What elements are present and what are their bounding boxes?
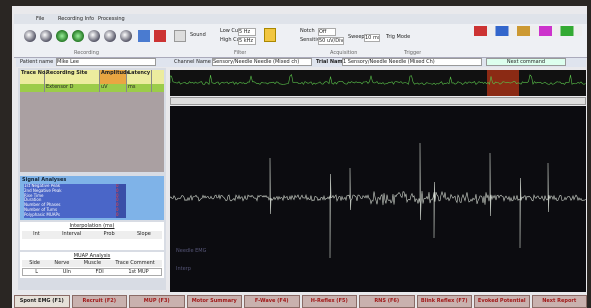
menu-item[interactable]: Recording Info <box>58 16 94 22</box>
label: Trig Mode <box>386 34 410 40</box>
label: Sound <box>190 32 206 38</box>
header-row: Patient name Mike Lee Channel Name Senso… <box>16 58 586 67</box>
tool-button[interactable] <box>56 30 68 42</box>
section-title: Signal Analyses <box>22 177 66 183</box>
column-row: Side Nerve Muscle Trace Comment <box>22 260 162 267</box>
muap-panel: MUAP Analysis Side Nerve Muscle Trace Comme… <box>20 252 164 278</box>
column-header: Slope <box>137 231 151 239</box>
left-panel: Trace No. Recording Site Amplitude Laten… <box>18 68 166 290</box>
trace-label: Interp <box>176 266 191 272</box>
table-header: Trace No. Recording Site Amplitude Laten… <box>20 70 164 84</box>
tab[interactable]: Evoked Potential <box>474 295 530 308</box>
button[interactable]: Next command <box>486 58 566 66</box>
cell <box>20 84 45 92</box>
cell: L <box>35 269 38 275</box>
label: Channel Name <box>174 59 211 65</box>
section-title: MUAP Analysis <box>20 253 164 259</box>
column-header: Amplitude <box>100 70 127 84</box>
column-header: Interval <box>62 231 81 239</box>
dropdown[interactable]: Off <box>318 28 336 36</box>
column-header: Nerve <box>54 260 69 267</box>
column-header: Int <box>33 231 40 239</box>
column-header: Prob <box>104 231 115 239</box>
analysis-value: 0 <box>116 213 126 218</box>
app-icons[interactable] <box>474 26 582 36</box>
menu-item[interactable]: Processing <box>98 16 125 22</box>
trace-view: Needle EMG Interp <box>170 106 586 292</box>
interpolation-panel: Interpolation (ms) Int Interval Prob Slope <box>20 222 164 250</box>
tab-bar: Spont EMG (F1)Recruit (F2)MUP (F3)Motor … <box>14 295 587 308</box>
section-title: Interpolation (ms) <box>20 223 164 229</box>
tool-icon[interactable] <box>174 30 186 42</box>
column-header: Muscle <box>84 260 101 267</box>
label: Sweep <box>348 34 365 40</box>
tab[interactable]: Spont EMG (F1) <box>14 295 70 308</box>
overview-trace-svg <box>170 70 586 96</box>
tab[interactable]: F-Wave (F4) <box>244 295 300 308</box>
group-label: Recording <box>74 50 99 56</box>
input[interactable]: Mike Lee <box>56 58 156 66</box>
dropdown[interactable]: 10 ms <box>364 34 380 42</box>
cell: ms <box>127 84 152 92</box>
column-row: Int Interval Prob Slope <box>22 231 162 239</box>
column-header: Trace Comment <box>115 260 154 267</box>
table-body <box>20 92 164 172</box>
overview-strip <box>170 70 586 96</box>
tool-icon[interactable] <box>154 30 166 42</box>
tab[interactable]: H-Reflex (F5) <box>302 295 358 308</box>
label: Notch <box>300 28 315 34</box>
tab[interactable]: Blink Reflex (F7) <box>417 295 473 308</box>
tool-button[interactable] <box>104 30 116 42</box>
cell: uV <box>100 84 127 92</box>
dropdown[interactable]: 50 uV/Div <box>318 37 344 45</box>
label: Patient name <box>20 59 53 65</box>
tool-icon[interactable] <box>264 28 276 42</box>
table-row[interactable]: Extensor D uV ms <box>20 84 164 92</box>
tool-button[interactable] <box>120 30 132 42</box>
menu-item[interactable]: File <box>36 16 44 22</box>
scrollbar[interactable] <box>170 97 586 105</box>
tab[interactable]: Motor Summary <box>187 295 243 308</box>
column-header: Trace No. <box>20 70 45 84</box>
dropdown[interactable]: 5 kHz <box>238 37 256 45</box>
screen: {"menu":["File","Recording Info","Proces… <box>0 0 591 308</box>
group-label: Filter <box>234 50 246 56</box>
dropdown[interactable]: 5 Hz <box>238 28 256 36</box>
overview-trace <box>170 75 586 85</box>
data-row[interactable]: L Uln FDI 1st MUP <box>22 268 162 276</box>
tab[interactable]: Recruit (F2) <box>72 295 128 308</box>
cell: FDI <box>96 269 104 275</box>
menu-bar: File Recording Info Processing <box>14 14 587 24</box>
input[interactable]: 1 Sensory/Needle Needle (Mixed Ch) <box>342 58 482 66</box>
cell: Extensor D <box>45 84 100 92</box>
column-header: Latency <box>127 70 152 84</box>
column-header: Recording Site <box>45 70 100 84</box>
emg-trace <box>170 143 586 258</box>
group-label: Acquisition <box>330 50 357 56</box>
tool-button[interactable] <box>88 30 100 42</box>
cell: 1st MUP <box>128 269 148 275</box>
trace-svg <box>170 106 586 292</box>
cell: Uln <box>63 269 71 275</box>
tool-button[interactable] <box>40 30 52 42</box>
analysis-item: Polyphasic MUAPs <box>24 213 116 218</box>
tool-icon[interactable] <box>138 30 150 42</box>
input[interactable]: Sensory/Needle Needle (Mixed ch) <box>212 58 312 66</box>
tab[interactable]: MUP (F3) <box>129 295 185 308</box>
tool-button[interactable] <box>24 30 36 42</box>
trace-label: Needle EMG <box>176 248 206 254</box>
group-label: Trigger <box>404 50 421 56</box>
tool-button[interactable] <box>72 30 84 42</box>
tab[interactable]: RNS (F6) <box>359 295 415 308</box>
signal-analyses: Signal Analyses 1st Negative Peak2nd Neg… <box>20 176 164 220</box>
tab[interactable]: Next Report <box>532 295 588 308</box>
column-header: Side <box>29 260 40 267</box>
toolbar: Sound Low Cut High Cut 5 Hz 5 kHz Notch … <box>14 24 587 58</box>
